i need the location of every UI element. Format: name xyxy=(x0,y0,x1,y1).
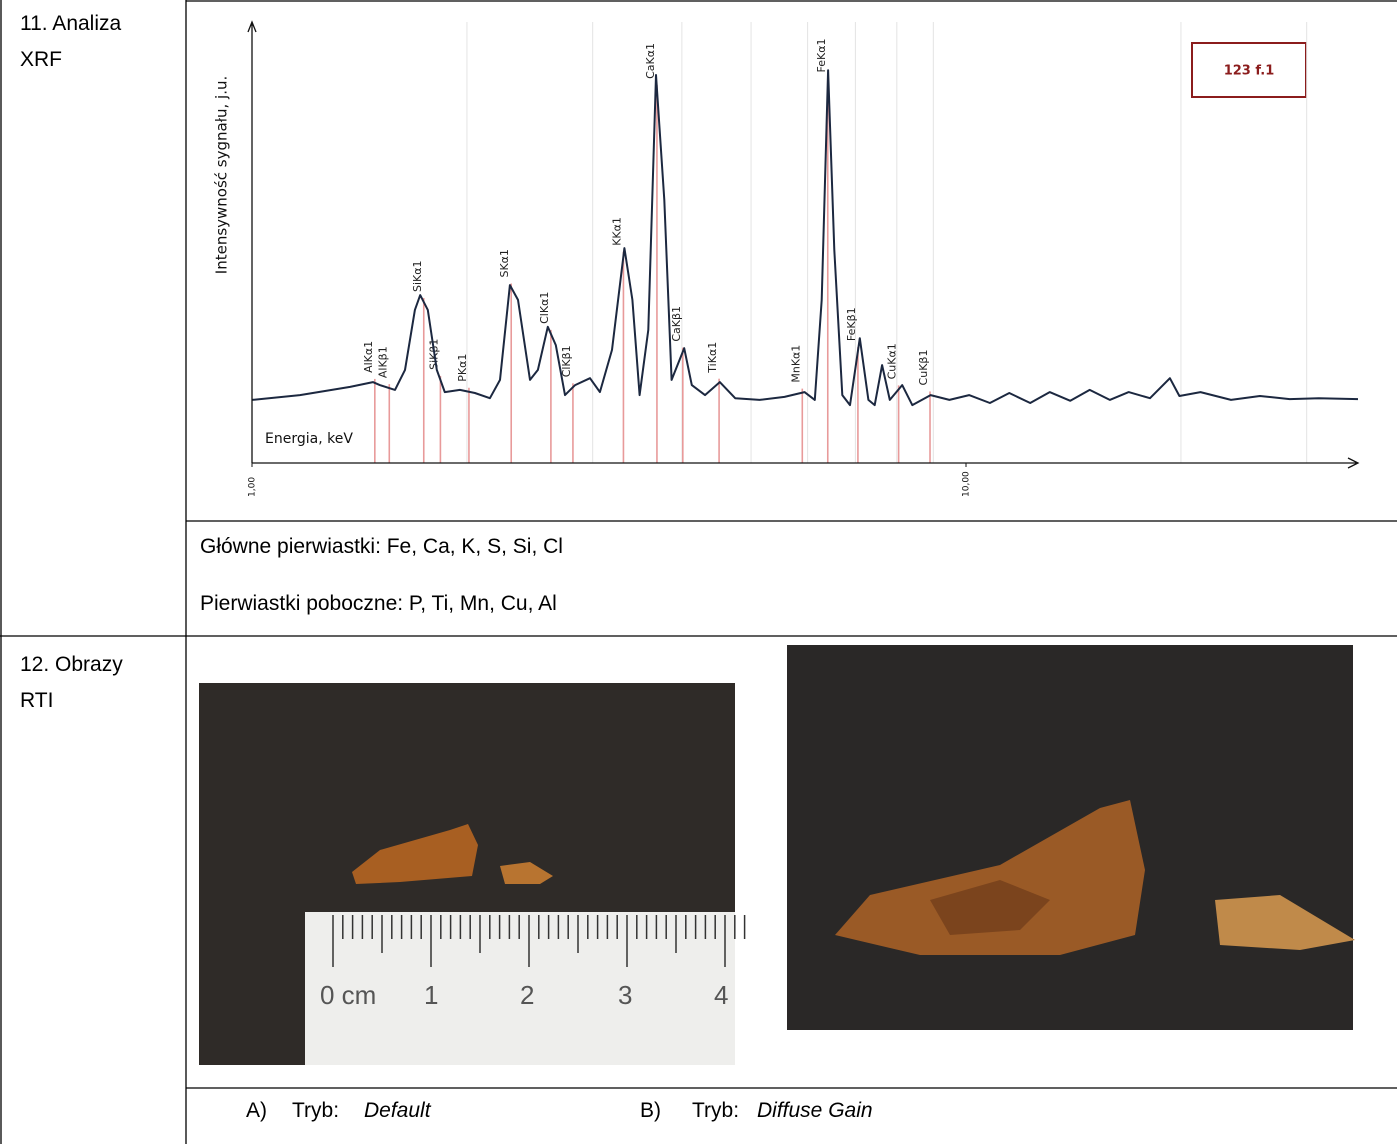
peak-label: CaKβ1 xyxy=(670,306,683,342)
caption-mode: Diffuse Gain xyxy=(757,1099,873,1122)
peak-label: CuKβ1 xyxy=(917,350,930,386)
caption-marker: A) xyxy=(246,1099,267,1122)
peak-label: TiKα1 xyxy=(706,342,719,374)
peak-label: CaKα1 xyxy=(644,43,657,79)
peak-label: AlKα1 xyxy=(362,341,375,373)
x-axis-label: Energia, keV xyxy=(265,431,353,447)
captions: A) Tryb: Default B) Tryb: Diffuse Gain xyxy=(246,1099,873,1122)
main-elements: Główne pierwiastki: Fe, Ca, K, S, Si, Cl xyxy=(200,535,563,558)
spectrum-line xyxy=(251,69,1359,407)
row-label: 12. Obrazy RTI xyxy=(20,653,123,712)
peak-label: AlKβ1 xyxy=(376,346,389,378)
peak-label: KKα1 xyxy=(610,217,623,246)
peak-label: SKα1 xyxy=(498,249,511,277)
caption-marker: B) xyxy=(640,1099,661,1122)
peak-label: MnKα1 xyxy=(789,345,802,383)
ruler-labels: 0 cm 1 2 3 4 xyxy=(320,980,728,1010)
y-axis xyxy=(247,20,257,463)
ruler-label: 2 xyxy=(520,980,534,1010)
peak-label: PKα1 xyxy=(456,354,469,382)
peak-label: CuKα1 xyxy=(886,343,899,379)
minor-elements: Pierwiastki poboczne: P, Ti, Mn, Cu, Al xyxy=(200,592,557,615)
peak-label: FeKα1 xyxy=(815,38,828,72)
caption-prefix: Tryb: xyxy=(292,1099,339,1122)
ruler-label: 4 xyxy=(714,980,728,1010)
row-label: 11. Analiza XRF xyxy=(20,12,122,71)
xrf-chart: 123 f.1 Energia, keV Intensywność sygnał… xyxy=(213,20,1360,497)
annotation-box xyxy=(1191,42,1307,98)
x-tick-label: 10,00 xyxy=(962,471,972,497)
photo-diffuse-gain xyxy=(787,645,1355,1030)
peak-label: FeKβ1 xyxy=(845,307,858,341)
caption-prefix: Tryb: xyxy=(692,1099,739,1122)
ruler-label: 1 xyxy=(424,980,438,1010)
x-tick-label: 1,00 xyxy=(248,477,258,497)
peak-label: ClKα1 xyxy=(538,292,551,324)
ruler-label: 3 xyxy=(618,980,632,1010)
caption-mode: Default xyxy=(364,1099,432,1122)
peak-label: ClKβ1 xyxy=(560,345,573,377)
ruler-label: 0 cm xyxy=(320,980,376,1010)
peak-label: SiKα1 xyxy=(411,260,424,292)
photo-default xyxy=(199,683,746,1065)
y-axis-label: Intensywność sygnału, j.u. xyxy=(213,76,231,274)
annotation: 123 f.1 xyxy=(1224,64,1275,79)
x-axis xyxy=(252,457,1360,469)
